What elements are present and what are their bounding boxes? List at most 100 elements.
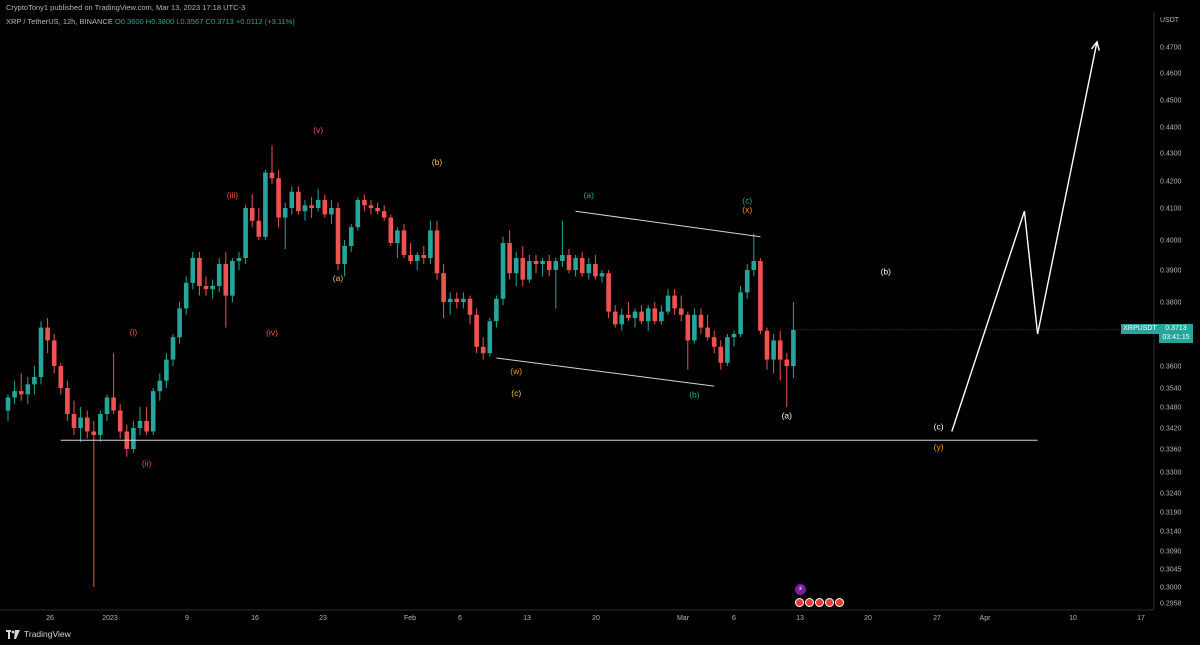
wave-label: (c) <box>742 195 752 205</box>
channel-lower-line <box>496 357 715 387</box>
wave-label: (c) <box>511 388 521 398</box>
candle-body <box>461 298 466 302</box>
candle-body <box>197 258 202 286</box>
y-tick-label: 0.4100 <box>1160 206 1182 213</box>
wave-label: (y) <box>934 442 944 452</box>
wave-label: (b) <box>689 390 700 400</box>
event-flag-icon[interactable] <box>805 598 814 607</box>
event-flag-icon[interactable] <box>835 598 844 607</box>
y-tick-label: 0.3480 <box>1160 405 1182 412</box>
candle-body <box>18 391 24 395</box>
candle-body <box>718 346 724 363</box>
candle-body <box>520 258 526 280</box>
y-tick-label: 0.3540 <box>1160 386 1182 393</box>
candle-body <box>269 172 275 179</box>
event-flag-icon[interactable] <box>825 598 834 607</box>
candle-body <box>381 211 387 218</box>
candle-body <box>104 397 110 414</box>
candle-body <box>408 255 413 261</box>
candle-body <box>98 414 103 435</box>
y-tick-label: 0.4000 <box>1160 238 1182 245</box>
wave-label: (a) <box>333 273 344 283</box>
x-tick-label: 9 <box>185 615 189 622</box>
candle-body <box>507 243 512 274</box>
candle-body <box>131 428 136 449</box>
y-tick-label: 0.4200 <box>1160 179 1182 186</box>
candle-body <box>494 298 499 322</box>
candle-body <box>32 377 37 385</box>
candle-body <box>78 417 83 428</box>
candle-body <box>791 329 796 366</box>
candle-body <box>599 273 605 277</box>
candle-body <box>652 308 658 322</box>
candle-body <box>606 273 611 312</box>
candle-body <box>309 205 314 208</box>
candle-body <box>388 217 394 243</box>
candle-body <box>645 308 651 322</box>
y-tick-label: 0.3420 <box>1160 426 1182 433</box>
candle-body <box>223 264 229 296</box>
candle-body <box>263 172 268 237</box>
candle-body <box>243 208 248 258</box>
x-tick-label: 13 <box>796 615 804 622</box>
candle-body <box>731 334 737 338</box>
publish-info: CryptoTony1 published on TradingView.com… <box>6 3 246 12</box>
y-tick-label: 0.3090 <box>1160 549 1182 556</box>
candle-body <box>698 314 704 328</box>
candle-body <box>738 292 743 334</box>
candle-body <box>177 308 182 338</box>
candle-body <box>25 384 31 395</box>
candle-body <box>566 255 572 270</box>
y-tick-label: 0.3900 <box>1160 268 1182 275</box>
candle-body <box>375 208 380 212</box>
y-tick-label: 0.3360 <box>1160 447 1182 454</box>
candle-body <box>401 230 407 255</box>
candle-body <box>447 298 453 302</box>
last-price-symbol: XRPUSDT <box>1121 324 1159 334</box>
event-flags[interactable] <box>795 598 844 607</box>
candle-body <box>474 314 479 347</box>
candle-body <box>322 199 328 215</box>
candle-body <box>65 388 70 414</box>
symbol-line[interactable]: XRP / TetherUS, 12h, BINANCE <box>6 17 113 26</box>
candle-body <box>150 391 156 432</box>
y-tick-label: 0.3240 <box>1160 491 1182 498</box>
candle-body <box>553 261 559 270</box>
candle-body <box>500 243 506 299</box>
candle-body <box>190 258 196 283</box>
candle-body <box>527 261 532 280</box>
candle-body <box>117 410 123 432</box>
candle-body <box>315 199 321 208</box>
y-tick-label: 0.4300 <box>1160 151 1182 158</box>
bolt-icon[interactable]: ⚡ <box>795 584 806 595</box>
wave-label: (a) <box>782 411 793 421</box>
x-tick-label: 26 <box>46 615 54 622</box>
candle-body <box>342 246 347 264</box>
event-flag-icon[interactable] <box>815 598 824 607</box>
candle-body <box>692 314 697 341</box>
candle-body <box>368 205 374 208</box>
brand-name: TradingView <box>24 629 71 639</box>
candle-body <box>216 264 222 286</box>
event-flag-icon[interactable] <box>795 598 804 607</box>
wave-label: (b) <box>432 157 443 167</box>
symbol-info: XRP / TetherUS, 12h, BINANCE O0.3600 H0.… <box>6 17 295 26</box>
y-tick-label: 0.3045 <box>1160 567 1182 574</box>
candle-body <box>170 337 176 360</box>
y-tick-label: 0.3140 <box>1160 529 1182 536</box>
candle-body <box>764 330 770 360</box>
y-tick-label: 0.2958 <box>1160 601 1182 608</box>
candle-body <box>137 421 143 428</box>
candle-body <box>513 258 519 274</box>
y-tick-label: 0.4500 <box>1160 98 1182 105</box>
candle-body <box>454 298 460 302</box>
x-tick-label: 6 <box>458 615 462 622</box>
last-price-box: 0.3713 03:41:15 <box>1159 324 1193 343</box>
candle-body <box>5 397 11 411</box>
candle-body <box>711 337 717 347</box>
candle-body <box>744 270 750 293</box>
candle-body <box>45 327 50 341</box>
candle-body <box>230 261 235 296</box>
wave-label: (a) <box>584 190 595 200</box>
